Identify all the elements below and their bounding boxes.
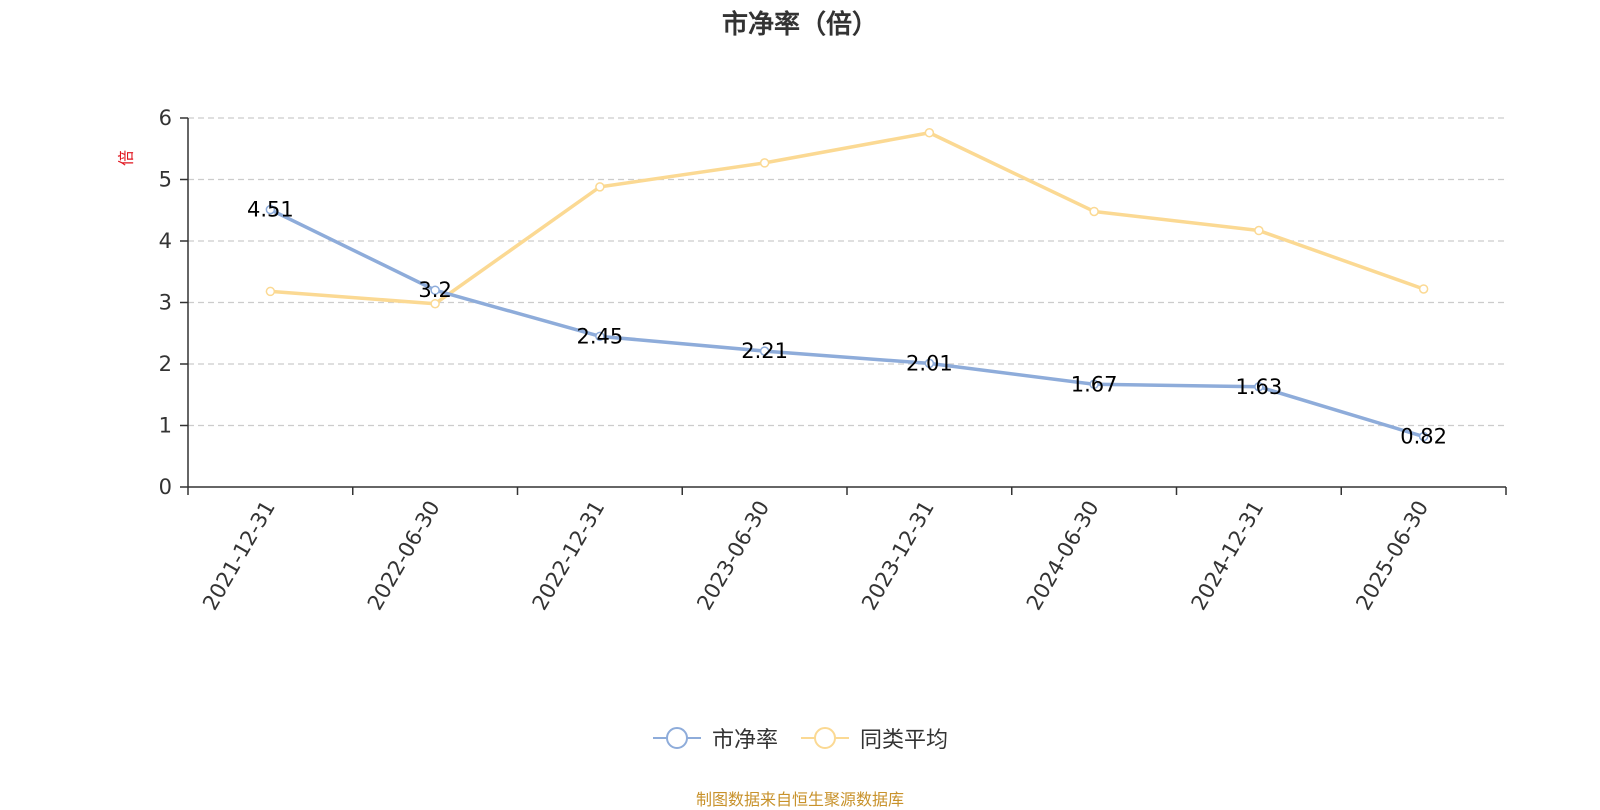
data-label: 1.63 — [1235, 375, 1282, 399]
series-point-1[interactable] — [1418, 284, 1429, 294]
x-tick-label: 2022-12-31 — [528, 497, 610, 615]
x-tick-label: 2021-12-31 — [198, 497, 280, 615]
series-point-1[interactable] — [759, 158, 770, 168]
series-point-0[interactable] — [1089, 379, 1099, 390]
y-tick-label: 2 — [159, 352, 172, 376]
x-tick-label: 2022-06-30 — [363, 497, 445, 615]
y-tick-label: 6 — [159, 106, 172, 130]
x-tick-label: 2023-06-30 — [692, 497, 774, 615]
legend-item-peer-avg[interactable]: 同类平均 — [800, 722, 948, 754]
legend-label-pb: 市净率 — [711, 728, 778, 753]
legend: 市净率 同类平均 — [0, 722, 1600, 754]
x-tick-label: 2024-06-30 — [1022, 497, 1104, 615]
data-label: 0.82 — [1400, 425, 1447, 449]
y-tick-label: 4 — [159, 229, 172, 253]
data-label: 2.01 — [906, 351, 953, 375]
series-point-0[interactable] — [595, 331, 605, 342]
y-axis-label: 倍 — [117, 150, 136, 166]
source-note: 制图数据来自恒生聚源数据库 — [695, 790, 904, 809]
y-tick-label: 5 — [159, 168, 172, 192]
series-point-1[interactable] — [265, 286, 276, 297]
series-point-0[interactable] — [430, 285, 440, 295]
data-label: 4.51 — [247, 198, 294, 222]
legend-item-pb[interactable]: 市净率 — [652, 722, 778, 754]
legend-label-peer-avg: 同类平均 — [860, 728, 949, 753]
data-labels: 4.51 3.2 2.45 2.21 2.01 1.67 1.63 0.82 — [247, 198, 1447, 449]
series-lines — [265, 128, 1429, 442]
legend-marker-peer-avg-icon — [801, 727, 849, 749]
y-tick-label: 0 — [159, 475, 172, 499]
data-label: 1.67 — [1071, 372, 1118, 396]
data-label: 2.21 — [741, 339, 788, 363]
series-point-0[interactable] — [759, 346, 770, 356]
x-tick-label: 2023-12-31 — [857, 497, 939, 615]
y-tick-label: 1 — [159, 414, 172, 438]
grid-lines — [188, 117, 1506, 427]
data-label: 3.2 — [418, 278, 451, 302]
data-label: 2.45 — [576, 324, 623, 348]
series-line-1 — [270, 131, 1425, 306]
y-tick-label: 3 — [159, 291, 172, 315]
series-point-0[interactable] — [924, 358, 935, 369]
x-tick-label: 2025-06-30 — [1351, 497, 1433, 615]
series-point-1[interactable] — [1089, 206, 1099, 217]
series-point-0[interactable] — [1418, 431, 1429, 442]
axes — [180, 117, 1507, 495]
x-tick-labels: 2021-12-31 2022-06-30 2022-12-31 2023-06-30… — [198, 497, 1433, 615]
series-point-1[interactable] — [430, 298, 440, 309]
series-point-1[interactable] — [1254, 225, 1264, 236]
series-point-1[interactable] — [924, 128, 935, 138]
series-line-0 — [269, 208, 1425, 439]
series-point-1[interactable] — [595, 182, 605, 192]
y-tick-labels: 0 1 2 3 4 5 6 — [159, 106, 172, 499]
series-point-0[interactable] — [1254, 382, 1264, 392]
x-tick-label: 2024-12-31 — [1187, 497, 1269, 615]
chart-title: 市净率（倍） — [721, 10, 878, 40]
legend-marker-pb-icon — [652, 727, 701, 749]
series-point-0[interactable] — [265, 204, 276, 215]
